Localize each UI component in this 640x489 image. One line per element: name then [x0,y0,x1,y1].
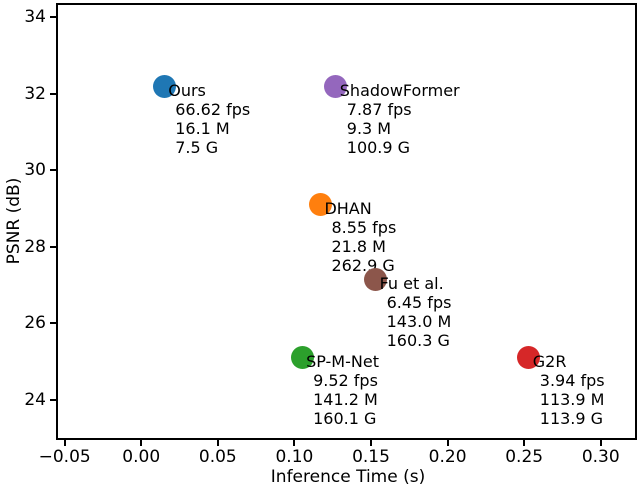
x-tick-mark [293,440,296,446]
x-tick-label: 0.30 [581,447,620,467]
y-tick-mark [50,169,56,172]
data-point-g2r [517,346,541,370]
y-tick-label: 28 [24,236,46,257]
x-tick-label: 0.05 [198,447,237,467]
point-annotation-sp-m-net: SP-M-Net 9.52 fps 141.2 M 160.1 G [306,352,379,428]
x-tick-mark [446,440,449,446]
y-tick-label: 30 [24,160,46,181]
point-name: Ours [168,80,206,100]
y-tick-mark [50,245,56,248]
y-tick-mark [50,398,56,401]
y-tick-mark [50,16,56,19]
point-stat: 8.55 fps [331,218,397,238]
point-stat: 16.1 M [175,118,230,138]
x-tick-mark [599,440,602,446]
point-stat: 6.45 fps [386,292,452,312]
point-stat: 3.94 fps [539,371,605,391]
point-stat: 262.9 G [331,256,395,276]
point-name: DHAN [324,199,372,219]
point-stat: 113.9 G [539,409,604,429]
data-point-ours [152,74,176,98]
x-tick-label: 0.25 [505,447,544,467]
point-stat: 21.8 M [331,237,386,257]
y-tick-label: 26 [24,313,46,334]
point-annotation-shadowformer: ShadowFormer 7.87 fps 9.3 M 100.9 G [340,81,460,157]
y-tick-label: 32 [24,83,46,104]
point-name: SP-M-Net [306,352,379,372]
y-tick-mark [50,92,56,95]
x-tick-label: 0.15 [352,447,390,467]
point-stat: 9.52 fps [313,371,378,391]
x-tick-mark [140,440,143,446]
x-tick-label: 0.10 [275,447,314,467]
y-tick-label: 24 [24,389,46,410]
x-tick-mark [63,440,66,446]
data-point-dhan [308,193,332,217]
point-annotation-ours: Ours 66.62 fps 16.1 M 7.5 G [168,81,250,157]
point-stat: 141.2 M [313,390,378,410]
point-stat: 66.62 fps [175,99,251,119]
point-name: Fu et al. [379,273,444,293]
point-annotation-g2r: G2R 3.94 fps 113.9 M 113.9 G [533,352,605,428]
y-tick-mark [50,322,56,325]
point-annotation-dhan: DHAN 8.55 fps 21.8 M 262.9 G [324,199,396,275]
point-annotation-fu-et-al: Fu et al. 6.45 fps 143.0 M 160.3 G [380,274,452,350]
point-stat: 100.9 G [346,137,411,157]
point-stat: 113.9 M [539,390,605,410]
x-tick-mark [216,440,219,446]
x-tick-label: 0.20 [428,447,467,467]
point-name: G2R [532,352,567,372]
point-stat: 9.3 M [346,118,392,138]
point-stat: 143.0 M [386,311,452,331]
y-tick-label: 34 [24,7,46,28]
point-stat: 160.3 G [386,330,450,350]
point-stat: 160.1 G [313,409,377,429]
data-point-fu-et-al [364,267,388,291]
point-stat: 7.87 fps [346,99,412,119]
x-tick-label: 0.00 [122,447,161,467]
point-name: ShadowFormer [339,80,460,100]
plot-area [56,3,637,440]
x-axis-title: Inference Time (s) [270,467,426,487]
data-point-sp-m-net [290,346,314,370]
x-tick-label: −0.05 [38,447,91,467]
y-axis-title: PSNR (dB) [4,177,24,265]
data-point-shadowformer [324,74,348,98]
x-tick-mark [523,440,526,446]
x-tick-mark [370,440,372,446]
point-stat: 7.5 G [175,137,219,157]
